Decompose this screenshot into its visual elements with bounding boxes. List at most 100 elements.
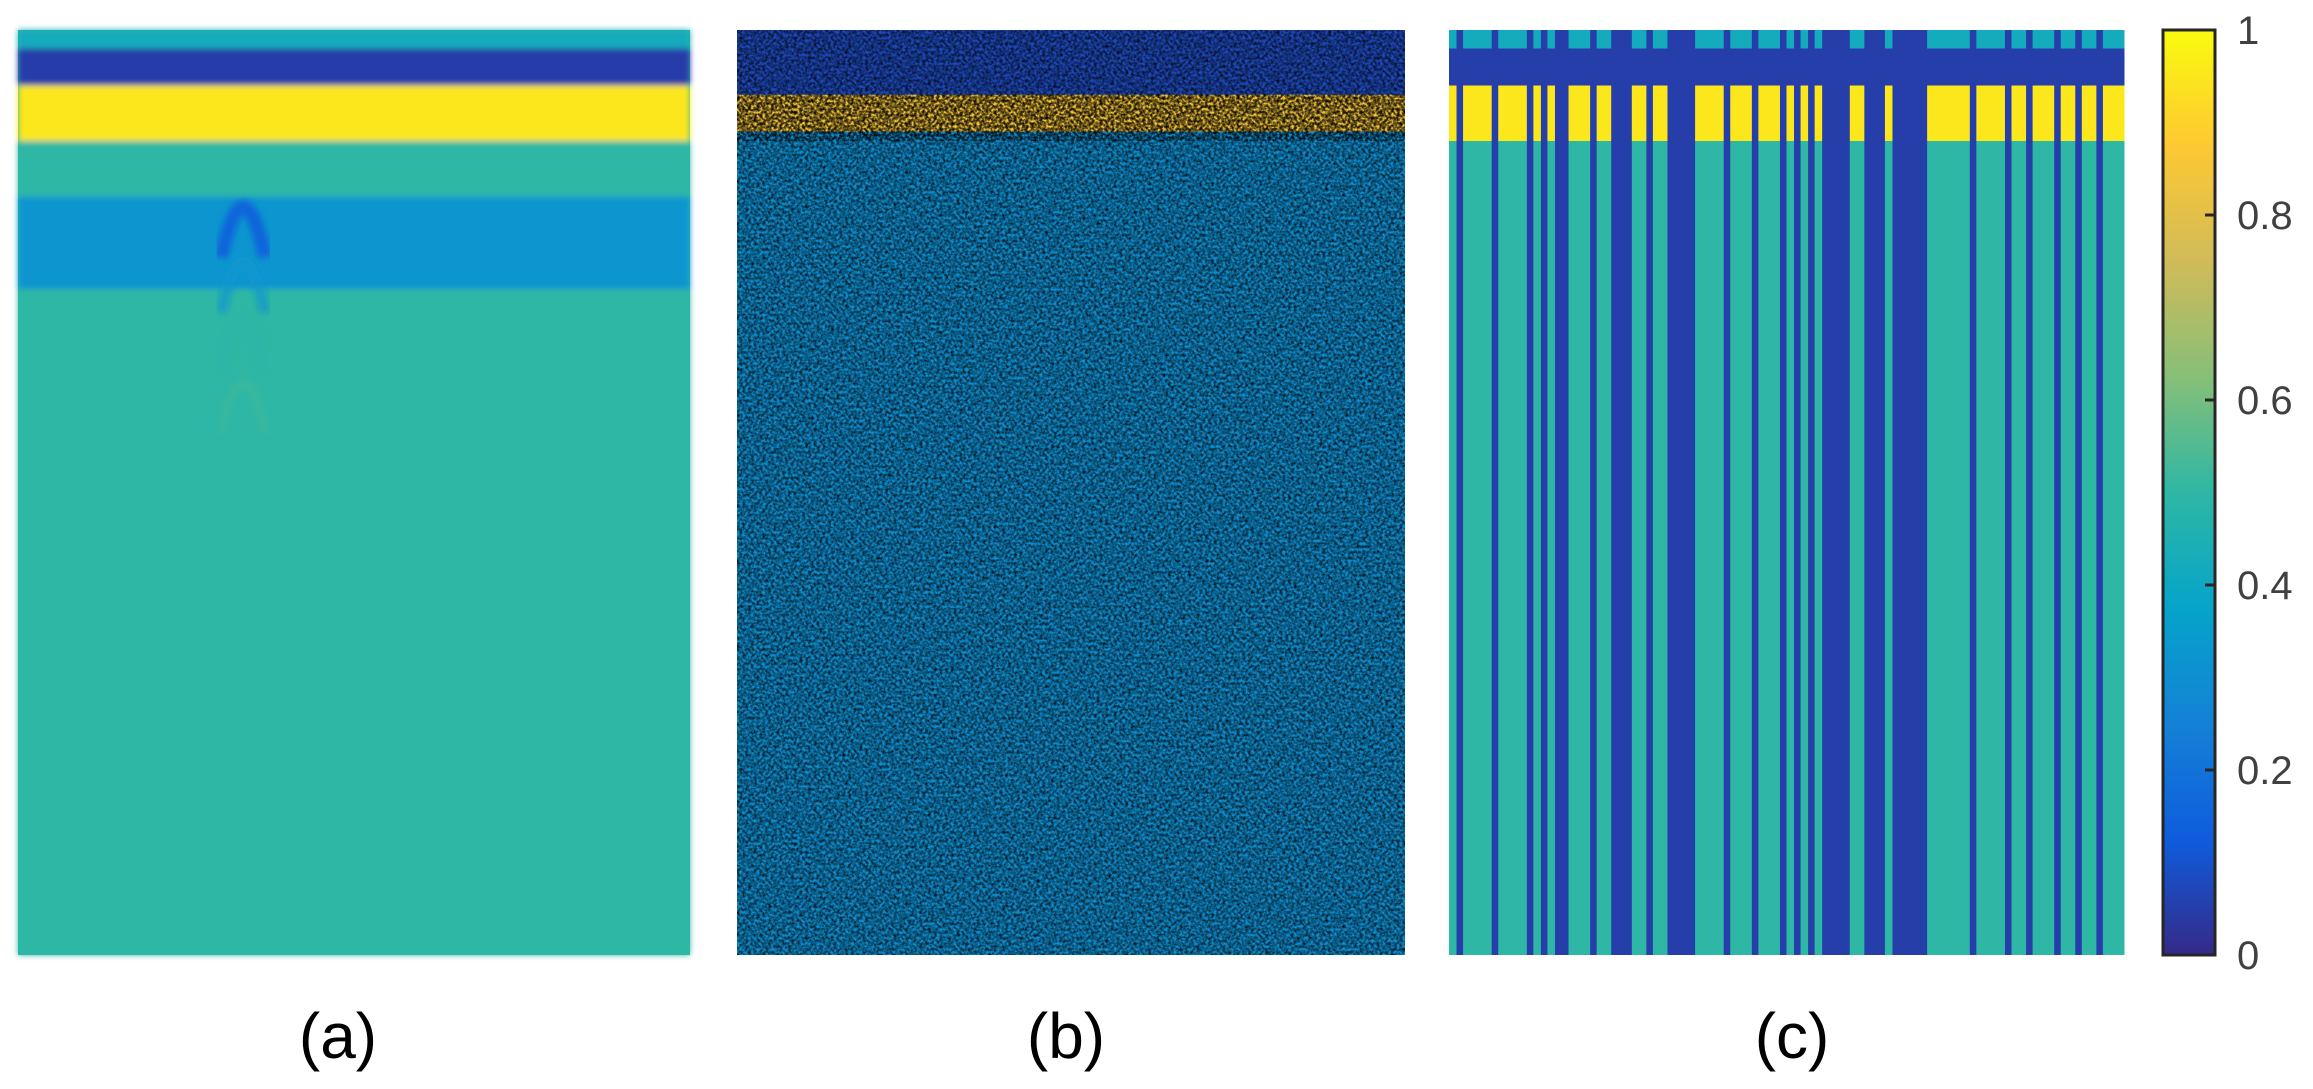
panel-c-trace-80-band-0 bbox=[2011, 30, 2020, 49]
panel-c-trace-70-band-1 bbox=[1941, 48, 1949, 86]
panel-c-trace bbox=[1463, 30, 1471, 955]
panel-c-trace-18-band-2 bbox=[1575, 85, 1584, 141]
panel-c-trace-81-band-3 bbox=[2018, 141, 2027, 955]
panel-c-trace-42-band-0 bbox=[1744, 30, 1752, 49]
panel-c-trace-50-band-2 bbox=[1800, 85, 1809, 141]
panel-c-trace-18-band-0 bbox=[1575, 30, 1584, 49]
panel-c-trace-83-band-3 bbox=[2032, 141, 2041, 955]
panel-c-trace-26-band-1 bbox=[1631, 48, 1640, 86]
panel-c-trace bbox=[1638, 30, 1647, 955]
colorbar: 1 0.8 0.6 0.4 0.2 0 bbox=[2161, 9, 2293, 978]
panel-c-trace-38-band-0 bbox=[1716, 30, 1724, 49]
panel-c-trace-10-band-1 bbox=[1519, 48, 1527, 86]
panel-a-band-2 bbox=[18, 85, 690, 141]
panel-c-trace bbox=[2039, 30, 2048, 955]
panel-c-trace-18-band-1 bbox=[1575, 48, 1584, 86]
panel-c-trace-14-band-3 bbox=[1547, 141, 1555, 955]
panel-c-trace-10-band-2 bbox=[1519, 85, 1527, 141]
panel-c-trace-75-band-3 bbox=[1976, 141, 1984, 955]
panel-c-trace-94-band-1 bbox=[2109, 48, 2118, 86]
panel-c-trace-46-band-3 bbox=[1772, 141, 1780, 955]
panel-c-trace-38-band-1 bbox=[1716, 48, 1724, 86]
panel-c-trace bbox=[1814, 30, 1823, 955]
panel-c-trace-83-band-0 bbox=[2032, 30, 2041, 49]
panel-c-trace-94-band-3 bbox=[2109, 141, 2118, 955]
panel-c-trace-70-band-2 bbox=[1941, 85, 1949, 141]
panel-c-trace bbox=[2046, 30, 2055, 955]
panel-c-trace bbox=[1512, 30, 1520, 955]
panel-c-trace-30-band-3 bbox=[1659, 141, 1668, 955]
panel-c-trace bbox=[1941, 30, 1949, 955]
panel-c-trace bbox=[1758, 30, 1766, 955]
panel-c-trace-62-band-1 bbox=[1884, 48, 1893, 86]
panel-c-trace-35-band-1 bbox=[1695, 48, 1703, 86]
panel-c-trace-57-band-3 bbox=[1849, 141, 1858, 955]
panel-c-trace-81-band-1 bbox=[2018, 48, 2027, 86]
colorbar-tick-label: 0.4 bbox=[2237, 564, 2293, 608]
panel-c-trace-76-band-2 bbox=[1983, 85, 1991, 141]
colorbar-tick-label: 0.6 bbox=[2237, 379, 2293, 423]
panel-c-trace-73-band-1 bbox=[1962, 48, 1970, 86]
panel-c-trace-26-band-3 bbox=[1631, 141, 1640, 955]
panel-c-trace-91-band-1 bbox=[2088, 48, 2097, 86]
panel-c-label: (c) bbox=[1755, 1000, 1830, 1072]
panel-c-trace-57-band-2 bbox=[1849, 85, 1858, 141]
panel-c-trace-8-band-1 bbox=[1505, 48, 1513, 86]
panel-c-trace bbox=[1596, 30, 1605, 955]
panel-c-trace bbox=[1498, 30, 1506, 955]
panel-c-trace-94-band-0 bbox=[2109, 30, 2118, 49]
panel-b-noise bbox=[737, 30, 1405, 955]
panel-c-trace-88-band-1 bbox=[2067, 48, 2076, 86]
panel-c-trace-48-band-1 bbox=[1786, 48, 1795, 86]
panel-c-trace-2-band-0 bbox=[1463, 30, 1471, 49]
panel-c-trace-85-band-3 bbox=[2046, 141, 2055, 955]
panel-c-trace-45-band-1 bbox=[1765, 48, 1773, 86]
panel-c-trace-44-band-3 bbox=[1758, 141, 1766, 955]
panel-c-trace-5-band-3 bbox=[1484, 141, 1492, 955]
panel-c-trace-7-band-2 bbox=[1498, 85, 1506, 141]
panel-c-trace-5-band-1 bbox=[1484, 48, 1492, 86]
panel-c-trace bbox=[1800, 30, 1809, 955]
panel-c-trace-50-band-1 bbox=[1800, 48, 1809, 86]
panel-c-trace-62-band-0 bbox=[1884, 30, 1893, 49]
panel-c-trace bbox=[1603, 30, 1612, 955]
panel-c-trace bbox=[1533, 30, 1541, 955]
panel-c-trace-21-band-3 bbox=[1596, 141, 1605, 955]
panel-c-trace bbox=[1934, 30, 1942, 955]
panel-c-trace-77-band-1 bbox=[1990, 48, 1998, 86]
panel-c-trace-27-band-3 bbox=[1638, 141, 1647, 955]
panel-c-trace-85-band-2 bbox=[2046, 85, 2055, 141]
panel-c-trace bbox=[1449, 30, 1457, 955]
panel-c-trace-78-band-2 bbox=[1997, 85, 2005, 141]
panel-c-trace bbox=[1519, 30, 1527, 955]
panel-c-trace-58-band-0 bbox=[1856, 30, 1865, 49]
panel-c-trace-3-band-0 bbox=[1470, 30, 1478, 49]
panel-c-trace-78-band-0 bbox=[1997, 30, 2005, 49]
panel-c-trace-91-band-2 bbox=[2088, 85, 2097, 141]
panel-c-trace-50-band-3 bbox=[1800, 141, 1809, 955]
panel-c-trace bbox=[2032, 30, 2041, 955]
panel-c-trace-4-band-0 bbox=[1477, 30, 1485, 49]
panel-c-trace-69-band-2 bbox=[1934, 85, 1942, 141]
panel-c-trace-37-band-2 bbox=[1709, 85, 1717, 141]
panel-c-trace bbox=[1990, 30, 1998, 955]
panel-c-trace-18-band-3 bbox=[1575, 141, 1584, 955]
panel-c-trace-8-band-0 bbox=[1505, 30, 1513, 49]
panel-c-trace-84-band-1 bbox=[2039, 48, 2048, 86]
panel-c-trace-87-band-3 bbox=[2060, 141, 2069, 955]
panel-c-trace-45-band-3 bbox=[1765, 141, 1773, 955]
panel-c-trace-44-band-0 bbox=[1758, 30, 1766, 49]
panel-c-trace-10-band-3 bbox=[1519, 141, 1527, 955]
panel-c-trace-35-band-2 bbox=[1695, 85, 1703, 141]
panel-c-trace bbox=[1772, 30, 1780, 955]
panel-c-trace-94-band-2 bbox=[2109, 85, 2118, 141]
colorbar-tick-label: 0 bbox=[2237, 934, 2259, 978]
panel-c-trace-38-band-3 bbox=[1716, 141, 1724, 955]
panel-c-trace-37-band-0 bbox=[1709, 30, 1717, 49]
panel-c-trace-21-band-0 bbox=[1596, 30, 1605, 49]
panel-c-trace-44-band-1 bbox=[1758, 48, 1766, 86]
panel-c-trace-9-band-1 bbox=[1512, 48, 1520, 86]
panel-c-trace-57-band-1 bbox=[1849, 48, 1858, 86]
panel-c-trace-62-band-2 bbox=[1884, 85, 1893, 141]
